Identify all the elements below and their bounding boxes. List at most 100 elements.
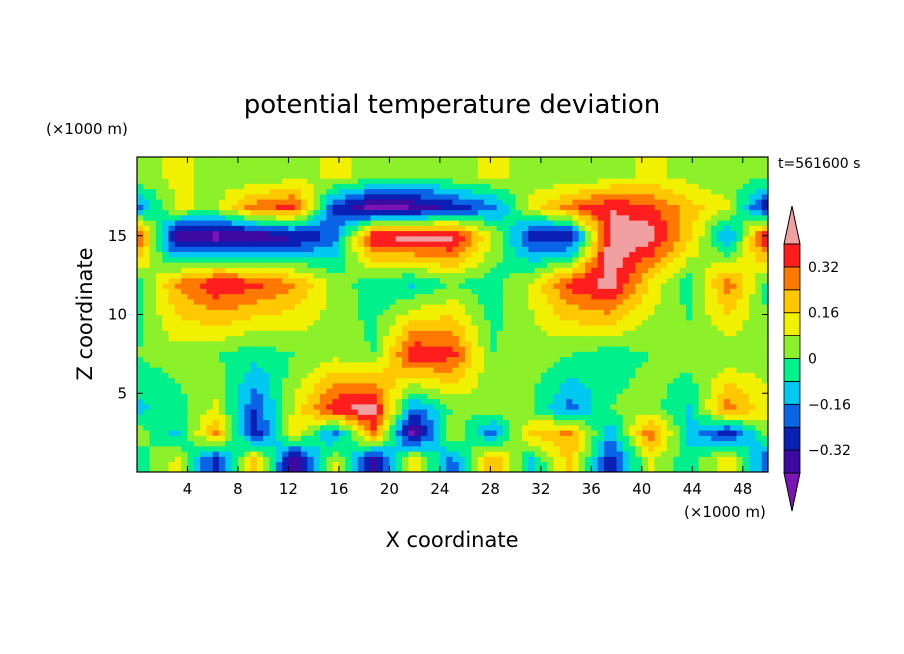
heatmap-cell [654,340,662,347]
heatmap-cell [477,356,485,363]
heatmap-cell [294,361,302,368]
heatmap-cell [288,309,296,316]
heatmap-cell [717,409,725,415]
heatmap-cell [332,283,340,289]
heatmap-cell [174,409,182,415]
heatmap-cell [597,388,605,394]
heatmap-cell [282,372,290,379]
heatmap-cell [269,267,277,274]
heatmap-cell [692,220,700,226]
heatmap-cell [313,430,321,436]
heatmap-cell [181,267,189,274]
heatmap-cell [282,356,290,363]
heatmap-cell [597,314,605,321]
heatmap-cell [578,361,586,368]
heatmap-cell [174,456,182,463]
heatmap-cell [761,409,768,415]
heatmap-cell [414,220,422,226]
heatmap-cell [635,382,643,389]
heatmap-cell [250,304,258,310]
heatmap-cell [622,440,630,447]
heatmap-cell [313,351,321,358]
heatmap-cell [711,409,719,415]
heatmap-cell [439,246,447,253]
heatmap-cell [414,388,422,394]
heatmap-cell [585,466,592,472]
heatmap-cell [667,293,674,300]
heatmap-cell [162,440,170,447]
heatmap-cell [761,424,768,431]
heatmap-cell [446,414,454,421]
heatmap-cell [206,419,214,426]
heatmap-cell [420,335,428,342]
heatmap-cell [521,456,529,463]
heatmap-cell [597,251,605,258]
heatmap-cell [622,283,630,289]
heatmap-cell [263,445,271,452]
heatmap-cell [515,319,523,326]
heatmap-cell [301,256,308,263]
heatmap-cell [730,251,738,258]
heatmap-cell [547,298,555,305]
heatmap-cell [736,461,744,468]
heatmap-cell [244,241,252,247]
heatmap-cell [603,251,611,258]
heatmap-cell [395,330,403,337]
heatmap-cell [155,372,163,379]
y-unit-label: (×1000 m) [46,120,128,138]
heatmap-cell [471,314,479,321]
heatmap-cell [648,393,656,400]
heatmap-cell [660,325,668,331]
heatmap-cell [452,419,460,426]
heatmap-cell [452,461,460,468]
heatmap-cell [212,388,220,394]
heatmap-cell [237,235,245,242]
heatmap-cell [345,314,353,321]
heatmap-cell [263,367,271,373]
heatmap-cell [603,330,611,337]
heatmap-cell [597,277,605,284]
heatmap-cell [174,230,182,237]
heatmap-cell [730,277,738,284]
heatmap-cell [660,335,668,342]
heatmap-cell [641,309,649,316]
heatmap-cell [244,466,252,472]
heatmap-cell [282,440,290,447]
heatmap-cell [673,325,681,331]
heatmap-cell [301,361,308,368]
heatmap-cell [616,398,624,405]
heatmap-cell [370,283,378,289]
heatmap-cell [313,393,321,400]
heatmap-cell [597,409,605,415]
heatmap-cell [641,262,649,268]
heatmap-cell [610,377,618,384]
heatmap-cell [420,225,428,232]
heatmap-cell [383,246,390,253]
heatmap-cell [566,209,573,216]
heatmap-cell [591,388,599,394]
heatmap-cell [439,367,447,373]
heatmap-cell [484,398,491,405]
heatmap-cell [540,256,548,263]
heatmap-cell [319,225,327,232]
heatmap-cell [200,382,208,389]
heatmap-cell [143,251,151,258]
heatmap-cell [256,430,264,436]
heatmap-cell [345,377,353,384]
heatmap-cell [736,235,744,242]
heatmap-cell [294,325,302,331]
heatmap-cell [338,367,346,373]
heatmap-cell [578,451,586,457]
heatmap-cell [572,246,580,253]
heatmap-cell [692,241,700,247]
heatmap-cell [402,440,409,447]
heatmap-cell [654,325,662,331]
heatmap-cell [244,409,252,415]
heatmap-cell [471,325,479,331]
heatmap-cell [509,246,517,253]
heatmap-cell [755,424,763,431]
heatmap-cell [635,372,643,379]
heatmap-cell [749,241,756,247]
heatmap-cell [723,398,731,405]
heatmap-cell [635,377,643,384]
